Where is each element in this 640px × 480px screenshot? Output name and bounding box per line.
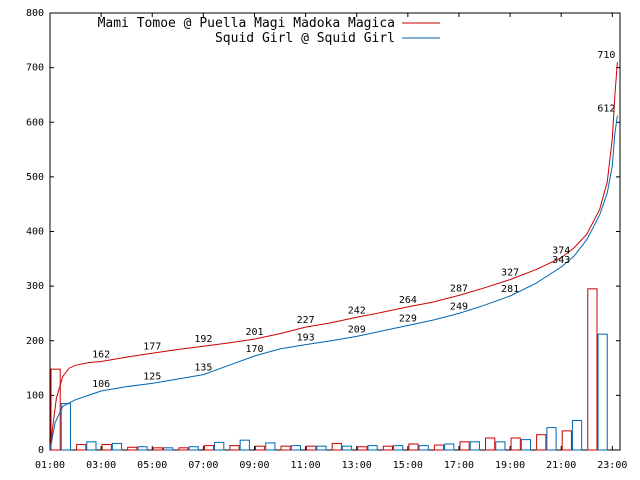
legend-label-squid: Squid Girl @ Squid Girl bbox=[215, 31, 395, 46]
data-label: 242 bbox=[348, 305, 366, 316]
bar-squid bbox=[162, 447, 174, 451]
bar-mami bbox=[408, 443, 419, 451]
x-tick-label: 01:00 bbox=[35, 460, 65, 471]
bar-squid bbox=[546, 427, 557, 451]
bar-mami bbox=[331, 442, 342, 451]
bar-squid bbox=[597, 333, 608, 451]
bar-squid bbox=[111, 442, 123, 451]
bar-mami bbox=[50, 368, 61, 451]
x-tick-label: 13:00 bbox=[342, 460, 372, 471]
bar-mami bbox=[203, 445, 215, 451]
bar-series-group bbox=[50, 288, 608, 451]
data-label: 192 bbox=[194, 334, 212, 345]
bar-mami bbox=[357, 446, 368, 451]
y-tick-label: 700 bbox=[26, 63, 44, 74]
bar-mami bbox=[561, 430, 572, 451]
bar-mami bbox=[178, 447, 189, 451]
data-label: 229 bbox=[399, 313, 417, 324]
data-label: 287 bbox=[450, 283, 468, 294]
x-tick-label: 21:00 bbox=[546, 460, 576, 471]
data-label: 281 bbox=[501, 284, 519, 295]
y-tick-label: 400 bbox=[26, 227, 44, 238]
bar-mami bbox=[433, 444, 445, 451]
data-label: 170 bbox=[245, 344, 263, 355]
data-label: 227 bbox=[297, 315, 315, 326]
bar-mami bbox=[101, 444, 112, 451]
data-label: 135 bbox=[194, 363, 212, 374]
legend: Mami Tomoe @ Puella Magi Madoka Magica S… bbox=[98, 16, 440, 46]
x-tick-label: 09:00 bbox=[239, 460, 269, 471]
bar-squid bbox=[188, 446, 199, 451]
bar-mami bbox=[280, 445, 291, 451]
line-mami bbox=[49, 62, 618, 451]
bar-squid bbox=[239, 439, 250, 451]
data-label: 162 bbox=[92, 350, 110, 361]
bar-squid bbox=[469, 441, 480, 451]
data-label: 106 bbox=[92, 379, 110, 390]
x-tick-label: 11:00 bbox=[291, 460, 321, 471]
bar-squid bbox=[418, 445, 429, 451]
y-tick-label: 0 bbox=[38, 445, 44, 456]
bar-squid bbox=[393, 445, 404, 451]
data-label: 209 bbox=[348, 324, 366, 335]
bar-mami bbox=[587, 288, 598, 451]
y-tick-label: 500 bbox=[26, 172, 44, 183]
x-tick-label: 15:00 bbox=[393, 460, 423, 471]
x-tick-label: 17:00 bbox=[444, 460, 474, 471]
bar-squid bbox=[316, 445, 327, 451]
x-tick-label: 07:00 bbox=[188, 460, 218, 471]
bar-squid bbox=[265, 442, 276, 451]
bar-squid bbox=[495, 441, 506, 451]
y-tick-label: 300 bbox=[26, 281, 44, 292]
bar-mami bbox=[459, 441, 470, 451]
bar-mami bbox=[485, 437, 496, 451]
legend-label-mami: Mami Tomoe @ Puella Magi Madoka Magica bbox=[98, 16, 395, 31]
data-label: 125 bbox=[143, 371, 161, 382]
data-label: 177 bbox=[143, 341, 161, 352]
plot-frame bbox=[49, 12, 621, 451]
bar-mami bbox=[382, 445, 394, 451]
x-axis: 01:00 03:00 05:00 07:00 09:00 11:00 13:00 15:00… bbox=[35, 13, 627, 471]
bar-squid bbox=[86, 441, 97, 451]
y-tick-label: 600 bbox=[26, 117, 44, 128]
data-label: 612 bbox=[597, 104, 615, 115]
x-tick-label: 05:00 bbox=[137, 460, 167, 471]
bar-mami bbox=[127, 446, 138, 451]
x-tick-label: 23:00 bbox=[597, 460, 627, 471]
bar-squid bbox=[571, 420, 583, 451]
line-squid bbox=[49, 115, 618, 451]
bar-squid bbox=[520, 439, 532, 451]
data-label: 201 bbox=[245, 327, 263, 338]
bar-mami bbox=[510, 437, 521, 451]
y-tick-label: 800 bbox=[26, 8, 44, 19]
bar-mami bbox=[306, 445, 317, 451]
data-label: 193 bbox=[297, 333, 315, 344]
bar-squid bbox=[137, 446, 148, 451]
bar-squid bbox=[367, 445, 378, 451]
y-tick-label: 200 bbox=[26, 336, 44, 347]
x-tick-label: 19:00 bbox=[495, 460, 525, 471]
y-tick-label: 100 bbox=[26, 390, 44, 401]
line-series-group bbox=[49, 62, 618, 451]
bar-mami bbox=[536, 434, 547, 451]
x-tick-label: 03:00 bbox=[86, 460, 116, 471]
bar-mami bbox=[254, 445, 266, 451]
bar-mami bbox=[152, 447, 163, 451]
data-label: 710 bbox=[597, 50, 615, 61]
data-label: 327 bbox=[501, 268, 519, 279]
data-label: 343 bbox=[552, 255, 570, 266]
annotation-group: 162 177 192 201 227 242 264 287 327 374 710 106 125 1… bbox=[92, 50, 615, 390]
bar-mami bbox=[76, 444, 87, 451]
bar-squid bbox=[444, 443, 455, 451]
bar-squid bbox=[290, 445, 301, 451]
y-axis: 0 100 200 300 400 500 600 700 800 bbox=[26, 8, 620, 456]
bar-squid bbox=[341, 445, 353, 451]
bar-squid bbox=[60, 403, 71, 451]
bar-squid bbox=[214, 441, 225, 451]
data-label: 249 bbox=[450, 301, 468, 312]
bar-mami bbox=[229, 445, 240, 451]
data-label: 264 bbox=[399, 295, 417, 306]
data-label: 374 bbox=[552, 246, 570, 257]
